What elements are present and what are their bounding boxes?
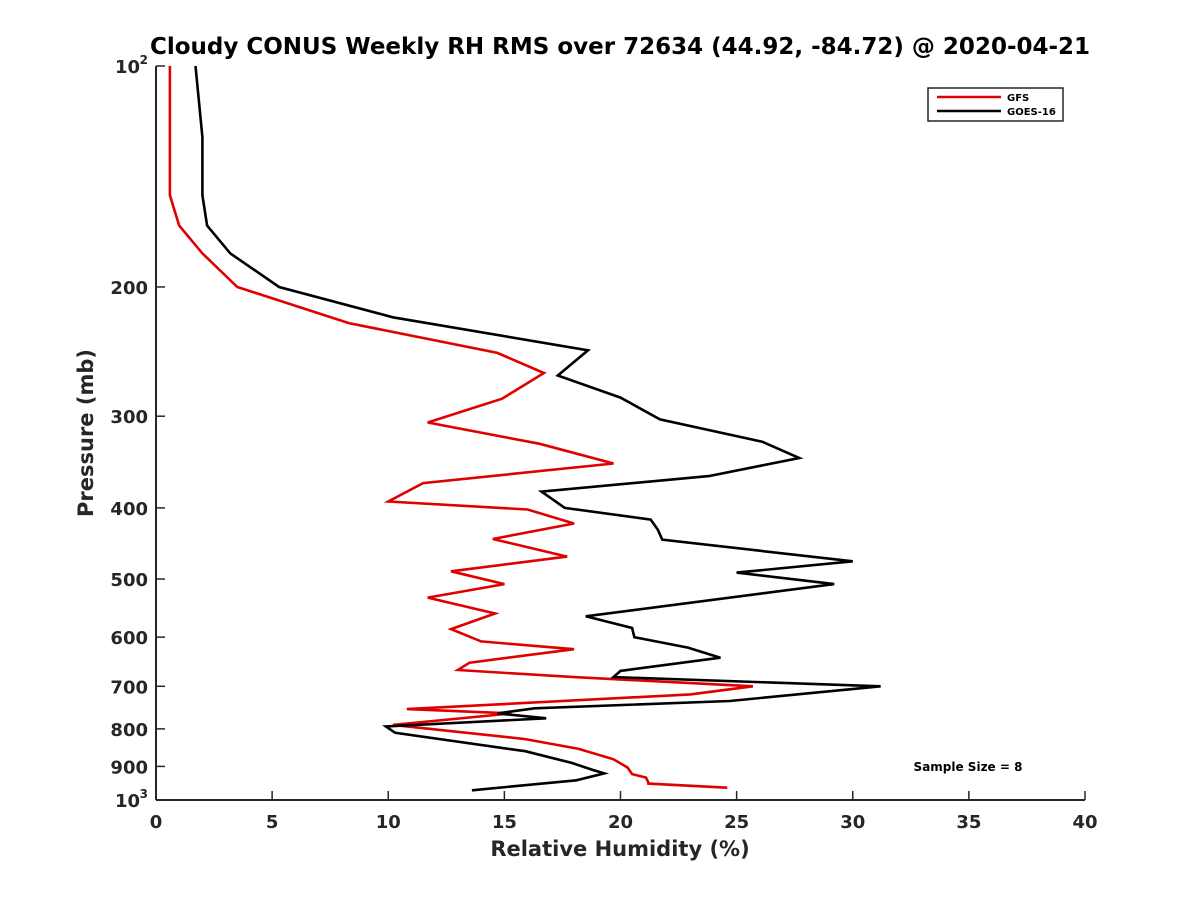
series-line-gfs [168, 66, 754, 789]
y-tick-label: 900 [110, 757, 148, 778]
y-tick-label: 310 [115, 787, 148, 812]
series-lines [168, 65, 881, 792]
y-tick-label: 300 [110, 407, 148, 428]
y-tick-label: 700 [110, 677, 148, 698]
x-axis-ticks: 0 5 10 15 20 25 30 35 40 [150, 791, 1098, 833]
legend-box [927, 87, 1064, 122]
y-tick-exponent: 2 [140, 53, 148, 67]
x-tick-label: 40 [1072, 812, 1097, 833]
y-tick-label: 600 [110, 628, 148, 649]
legend-entries: GFS GOES-16 [937, 93, 1056, 118]
y-tick-label: 400 [110, 499, 148, 520]
legend: GFS GOES-16 [927, 87, 1064, 122]
x-tick-label: 10 [376, 812, 401, 833]
y-tick-label: 200 [110, 278, 148, 299]
y-tick-label: 210 [115, 53, 148, 78]
x-tick-label: 15 [492, 812, 517, 833]
x-tick-label: 20 [608, 812, 633, 833]
y-axis-label: Pressure (mb) [74, 349, 98, 517]
y-tick-base: 10 [115, 57, 140, 78]
x-tick-label: 35 [956, 812, 981, 833]
y-tick-base: 10 [115, 791, 140, 812]
chart-title: Cloudy CONUS Weekly RH RMS over 72634 (4… [150, 34, 1090, 60]
x-tick-label: 25 [724, 812, 749, 833]
x-axis-label: Relative Humidity (%) [490, 837, 749, 861]
sample-size-annotation: Sample Size = 8 [914, 760, 1023, 774]
x-tick-label: 30 [840, 812, 865, 833]
legend-label-goes-16: GOES-16 [1007, 107, 1056, 118]
y-tick-label: 500 [110, 570, 148, 591]
series-line-goes-16 [194, 65, 881, 792]
y-tick-label: 800 [110, 720, 148, 741]
plot-axes [155, 66, 1085, 801]
x-tick-label: 5 [266, 812, 279, 833]
x-tick-label: 0 [150, 812, 163, 833]
y-tick-exponent: 3 [140, 787, 148, 801]
legend-label-gfs: GFS [1007, 93, 1029, 104]
